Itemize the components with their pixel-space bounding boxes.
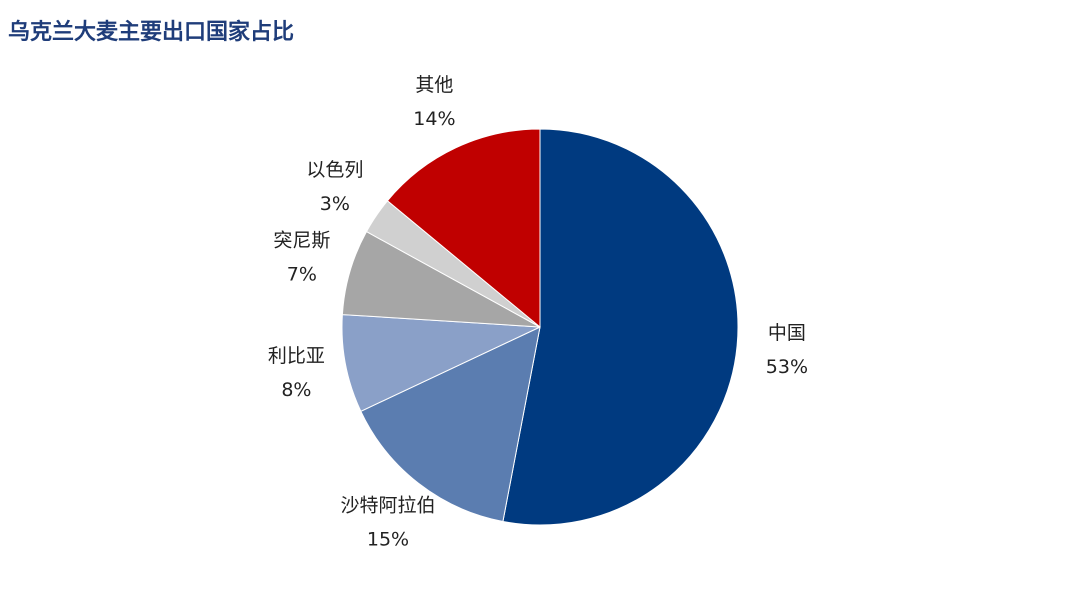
slice-label: 沙特阿拉伯: [340, 494, 435, 516]
slice-label: 突尼斯: [273, 229, 330, 251]
slice-label: 其他: [415, 74, 453, 96]
slice-label: 以色列: [306, 159, 363, 181]
pie-slice: [502, 128, 739, 526]
slice-value-label: 15%: [367, 528, 409, 550]
slice-value-label: 7%: [287, 263, 317, 285]
pie-slice: [360, 326, 541, 523]
slice-value-label: 8%: [281, 379, 311, 401]
chart-title: 乌克兰大麦主要出口国家占比: [8, 19, 294, 45]
slice-label: 利比亚: [268, 345, 325, 367]
slice-value-label: 14%: [413, 108, 455, 130]
pie-slice: [386, 128, 541, 329]
slice-value-label: 53%: [766, 356, 808, 378]
slice-label: 中国: [768, 322, 806, 344]
slice-value-label: 3%: [320, 193, 350, 215]
pie-slice: [341, 314, 541, 412]
